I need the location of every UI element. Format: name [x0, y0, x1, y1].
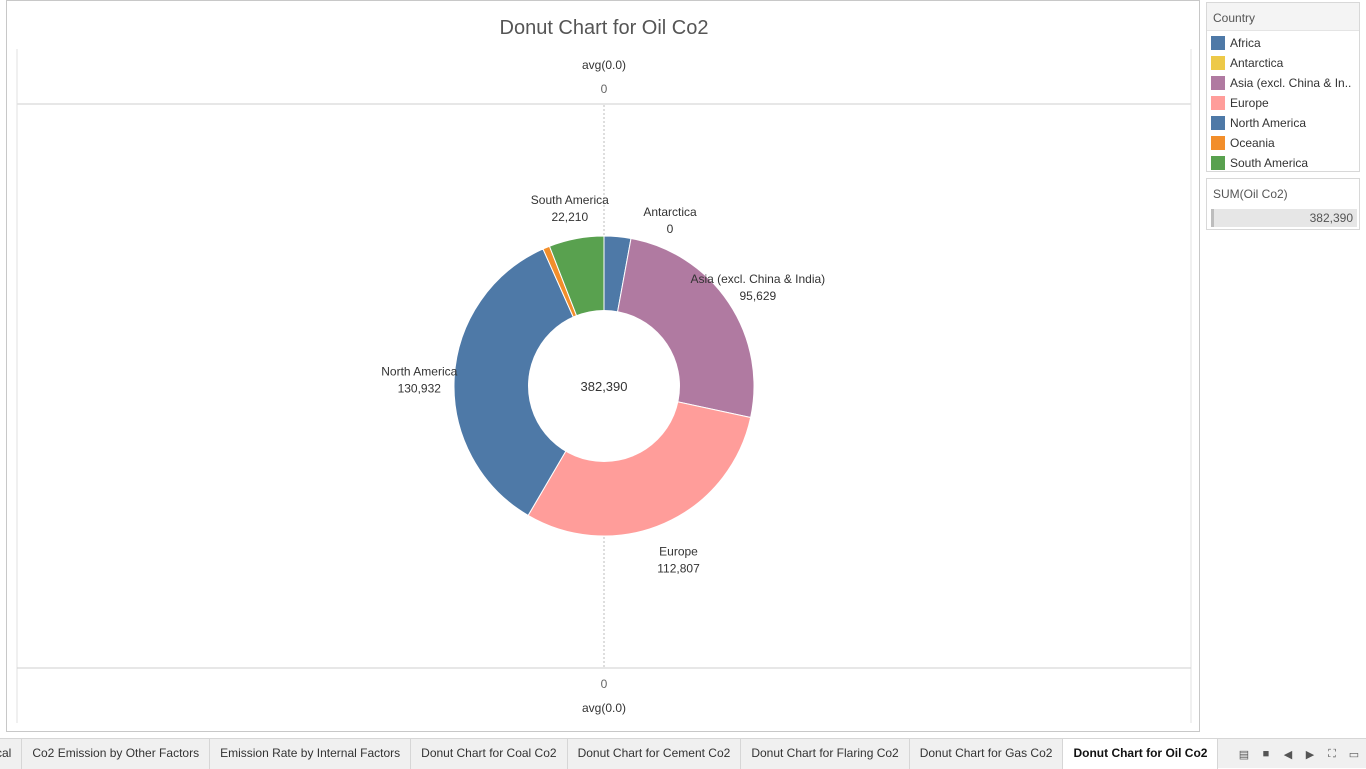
slice-value-europe: 112,807 [657, 561, 700, 575]
tab-cal[interactable]: cal [0, 739, 23, 769]
legend-item-asia-excl-china-in[interactable]: Asia (excl. China & In.. [1207, 73, 1359, 93]
legend-item-label: Oceania [1230, 136, 1275, 150]
legend-item-south-america[interactable]: South America [1207, 153, 1359, 173]
bottom-axis-tick: 0 [601, 677, 608, 691]
legend-item-north-america[interactable]: North America [1207, 113, 1359, 133]
legend-item-label: Europe [1230, 96, 1269, 110]
legend-item-africa[interactable]: Africa [1207, 33, 1359, 53]
sheet-tabs: calCo2 Emission by Other FactorsEmission… [0, 739, 1219, 769]
legend-item-label: Antarctica [1230, 56, 1284, 70]
slice-label-north-america: North America [381, 365, 457, 379]
tab-co2-emission-by-other-factors[interactable]: Co2 Emission by Other Factors [22, 739, 211, 769]
sum-card-title: SUM(Oil Co2) [1213, 187, 1288, 201]
color-legend: Country Africa Antarctica Asia (excl. Chin… [1206, 2, 1360, 172]
sum-card-value: 382,390 [1211, 209, 1357, 227]
legend-swatch [1211, 116, 1225, 130]
top-axis-label: avg(0.0) [582, 58, 626, 72]
slice-value-south-america: 22,210 [551, 210, 588, 224]
legend-item-label: North America [1230, 116, 1307, 130]
donut-center-total: 382,390 [581, 379, 628, 394]
tab-donut-chart-for-cement-co2[interactable]: Donut Chart for Cement Co2 [567, 739, 742, 769]
legend-swatch [1211, 56, 1225, 70]
legend-item-label: Africa [1230, 36, 1261, 50]
top-axis-tick: 0 [601, 82, 608, 96]
sum-card: SUM(Oil Co2) 382,390 [1206, 178, 1360, 230]
filmstrip-icon[interactable]: ■ [1262, 748, 1270, 760]
next-sheet-icon[interactable]: ▶ [1305, 748, 1315, 761]
bottom-axis-label: avg(0.0) [582, 701, 626, 715]
sheet-controls: ▤ ■ ◀ ▶ ⛶ ▭ [1236, 746, 1362, 762]
slice-label-asia-excl-china-india: Asia (excl. China & India) [690, 272, 825, 286]
slice-labels: Asia (excl. China & India) 95,629 Europe 11… [381, 193, 825, 575]
slice-label-antarctica: Antarctica [643, 205, 697, 219]
tab-donut-chart-for-coal-co2[interactable]: Donut Chart for Coal Co2 [411, 739, 568, 769]
show-tabs-icon[interactable]: ▤ [1238, 748, 1250, 761]
presentation-icon[interactable]: ▭ [1348, 748, 1360, 761]
legend-list: Africa Antarctica Asia (excl. China & In..… [1207, 31, 1359, 173]
donut-hole [528, 310, 680, 462]
legend-swatch [1211, 136, 1225, 150]
viz-area: Donut Chart for Oil Co2 avg(0.0) 0 0 avg… [6, 0, 1200, 732]
chart-title: Donut Chart for Oil Co2 [500, 17, 709, 39]
slice-value-north-america: 130,932 [398, 382, 442, 396]
slice-value-asia-excl-china-india: 95,629 [739, 289, 776, 303]
sheet-tab-bar: calCo2 Emission by Other FactorsEmission… [0, 738, 1366, 769]
legend-item-oceania[interactable]: Oceania [1207, 133, 1359, 153]
legend-item-antarctica[interactable]: Antarctica [1207, 53, 1359, 73]
legend-item-label: South America [1230, 156, 1309, 170]
legend-swatch [1211, 76, 1225, 90]
tab-donut-chart-for-gas-co2[interactable]: Donut Chart for Gas Co2 [909, 739, 1064, 769]
legend-swatch [1211, 36, 1225, 50]
tab-donut-chart-for-flaring-co2[interactable]: Donut Chart for Flaring Co2 [741, 739, 910, 769]
prev-sheet-icon[interactable]: ◀ [1283, 748, 1293, 761]
legend-item-europe[interactable]: Europe [1207, 93, 1359, 113]
legend-item-label: Asia (excl. China & In.. [1230, 76, 1352, 90]
tab-emission-rate-by-internal-factors[interactable]: Emission Rate by Internal Factors [210, 739, 412, 769]
slice-label-europe: Europe [659, 544, 698, 558]
legend-title: Country [1207, 3, 1359, 31]
fullscreen-icon[interactable]: ⛶ [1328, 747, 1336, 760]
slice-value-antarctica: 0 [667, 222, 674, 236]
legend-swatch [1211, 156, 1225, 170]
legend-swatch [1211, 96, 1225, 110]
donut-chart: Donut Chart for Oil Co2 avg(0.0) 0 0 avg… [16, 17, 1192, 723]
tab-donut-chart-for-oil-co2[interactable]: Donut Chart for Oil Co2 [1063, 739, 1219, 769]
slice-label-south-america: South America [531, 193, 609, 207]
